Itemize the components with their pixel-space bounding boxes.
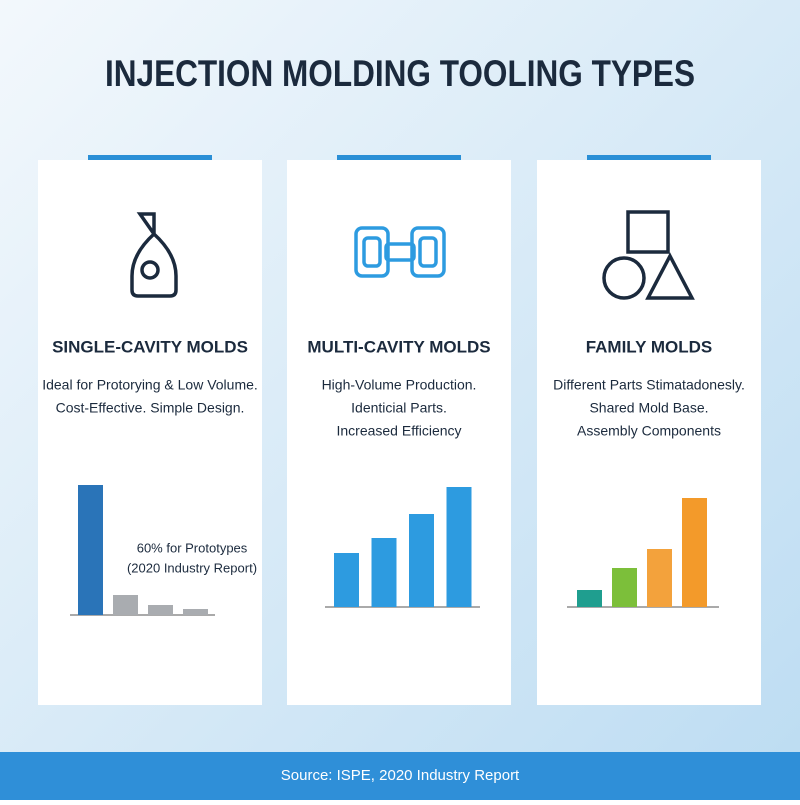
- card-line: Identicial Parts.: [351, 400, 447, 416]
- bar: [371, 538, 397, 607]
- card-title: FAMILY MOLDS: [586, 337, 713, 356]
- bar: [334, 553, 359, 607]
- card-accent: [587, 155, 711, 160]
- chart-annotation: 60% for Prototypes: [137, 540, 248, 555]
- card: [38, 160, 262, 705]
- card-line: Assembly Components: [577, 423, 721, 439]
- bar: [446, 487, 472, 607]
- icons: [130, 210, 695, 300]
- card-title: MULTI-CAVITY MOLDS: [307, 337, 490, 356]
- card-accent: [337, 155, 461, 160]
- icon-single-dot: [140, 260, 160, 280]
- icon-multi: [354, 226, 446, 278]
- card-line: High-Volume Production.: [322, 377, 477, 393]
- chart-annotation: (2020 Industry Report): [127, 560, 257, 575]
- card-title: SINGLE-CAVITY MOLDS: [52, 337, 248, 356]
- card-accent: [88, 155, 212, 160]
- bar: [409, 514, 434, 607]
- bar: [647, 549, 672, 607]
- source: Source: ISPE, 2020 Industry Report: [281, 767, 520, 784]
- card-line: Shared Mold Base.: [589, 400, 708, 416]
- card-line: Increased Efficiency: [336, 423, 461, 439]
- card: [287, 160, 511, 705]
- card-line: Cost-Effective. Simple Design.: [56, 400, 245, 416]
- card-line: Ideal for Protorying & Low Volume.: [42, 377, 258, 393]
- card-line: Different Parts Stimatadonesly.: [553, 377, 745, 393]
- bar: [612, 568, 637, 607]
- icon-family: [602, 210, 695, 300]
- bar: [577, 590, 602, 607]
- footer-band: [0, 752, 800, 800]
- bar: [113, 595, 138, 615]
- bar: [148, 605, 173, 615]
- page-title: INJECTION MOLDING TOOLING TYPES: [105, 53, 695, 94]
- bar: [183, 609, 208, 615]
- bar: [78, 485, 103, 615]
- bar: [682, 498, 707, 607]
- icon-single: [130, 212, 178, 298]
